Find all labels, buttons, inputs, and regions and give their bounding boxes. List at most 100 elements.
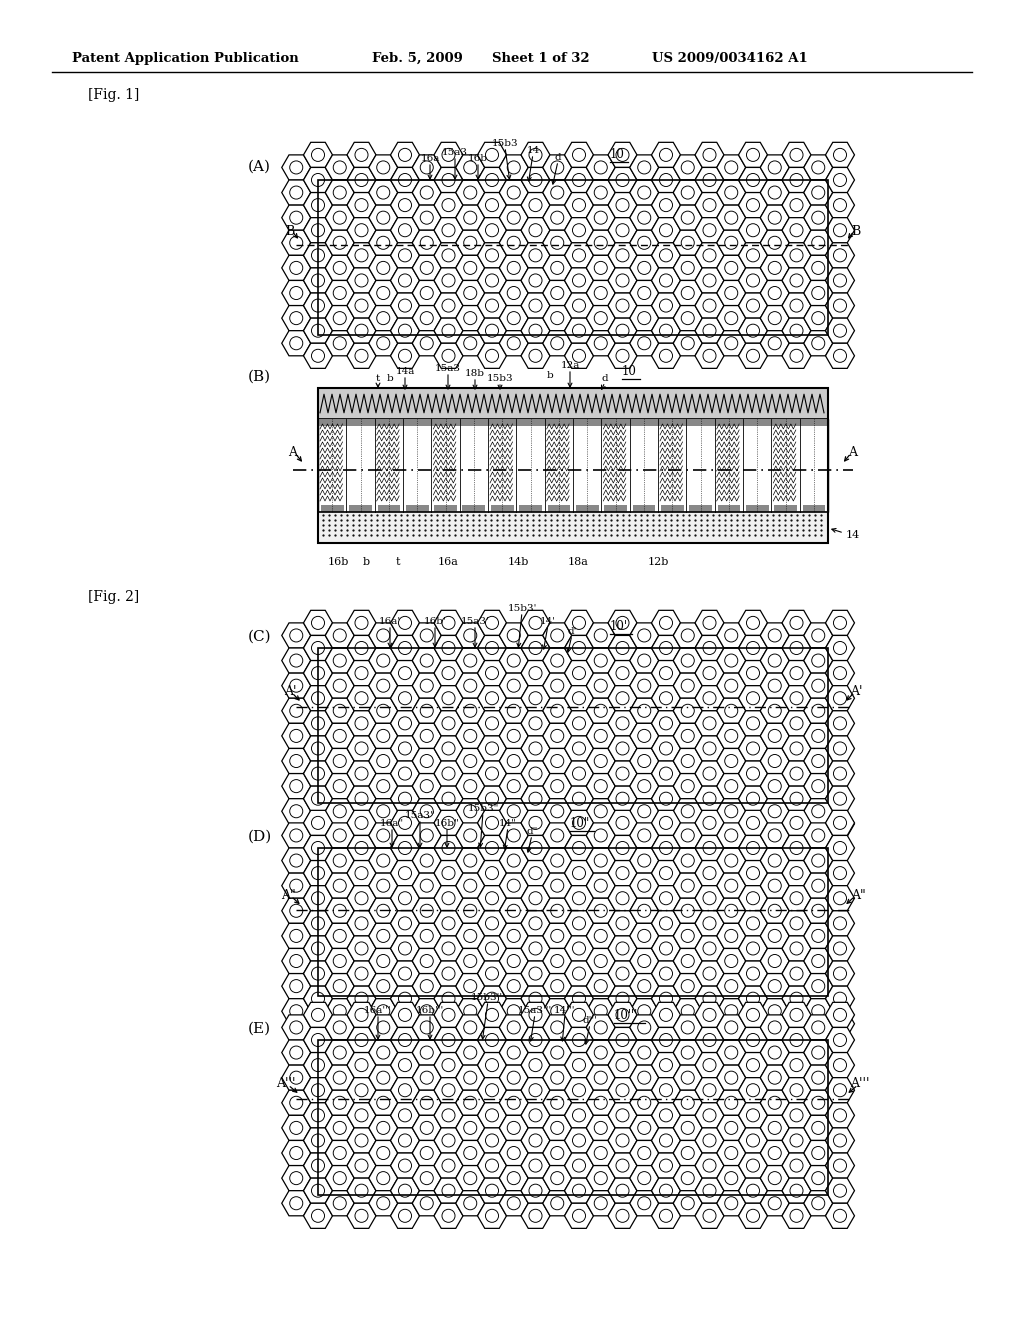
Polygon shape [543, 873, 571, 898]
Polygon shape [564, 343, 594, 368]
Polygon shape [390, 737, 420, 762]
Polygon shape [543, 1090, 571, 1115]
Polygon shape [760, 822, 790, 847]
Polygon shape [695, 193, 724, 218]
Polygon shape [413, 1191, 441, 1216]
Polygon shape [543, 255, 571, 280]
Polygon shape [477, 710, 507, 737]
Polygon shape [521, 710, 550, 737]
Polygon shape [564, 218, 594, 243]
Polygon shape [521, 836, 550, 861]
Polygon shape [673, 230, 702, 255]
Polygon shape [543, 698, 571, 723]
Polygon shape [825, 986, 854, 1011]
Polygon shape [630, 898, 658, 924]
Polygon shape [413, 1065, 441, 1090]
Polygon shape [413, 774, 441, 799]
Polygon shape [630, 305, 658, 331]
Polygon shape [825, 635, 854, 660]
Polygon shape [760, 1191, 790, 1216]
Text: 16b": 16b" [434, 818, 460, 828]
Polygon shape [413, 205, 441, 230]
Polygon shape [434, 911, 463, 936]
Polygon shape [804, 1065, 833, 1090]
Polygon shape [543, 623, 571, 648]
Polygon shape [760, 748, 790, 774]
Polygon shape [282, 924, 310, 949]
Polygon shape [760, 898, 790, 924]
Polygon shape [695, 737, 724, 762]
Polygon shape [825, 318, 854, 343]
Polygon shape [477, 660, 507, 685]
Polygon shape [564, 293, 594, 318]
Polygon shape [717, 623, 745, 648]
Polygon shape [477, 762, 507, 787]
Polygon shape [347, 293, 376, 318]
Polygon shape [521, 1002, 550, 1027]
Polygon shape [500, 180, 528, 205]
Polygon shape [695, 911, 724, 936]
Polygon shape [825, 168, 854, 193]
Polygon shape [456, 205, 484, 230]
Polygon shape [390, 660, 420, 685]
Polygon shape [500, 1166, 528, 1191]
Polygon shape [347, 193, 376, 218]
Polygon shape [804, 623, 833, 648]
Text: 14b: 14b [507, 557, 528, 568]
Polygon shape [564, 1027, 594, 1052]
Polygon shape [738, 1204, 768, 1229]
Text: B: B [851, 224, 860, 238]
Polygon shape [369, 154, 397, 180]
Polygon shape [543, 974, 571, 999]
Polygon shape [282, 873, 310, 898]
Polygon shape [825, 836, 854, 861]
Polygon shape [651, 762, 681, 787]
Bar [519, 504, 542, 512]
Polygon shape [303, 1152, 333, 1179]
Polygon shape [825, 1102, 854, 1127]
Polygon shape [738, 836, 768, 861]
Polygon shape [369, 280, 397, 305]
Polygon shape [282, 799, 310, 824]
Polygon shape [564, 787, 594, 812]
Polygon shape [564, 243, 594, 268]
Polygon shape [738, 886, 768, 911]
Polygon shape [804, 999, 833, 1024]
Polygon shape [630, 230, 658, 255]
Polygon shape [760, 205, 790, 230]
Polygon shape [477, 986, 507, 1011]
Polygon shape [587, 847, 615, 873]
Polygon shape [695, 1077, 724, 1102]
Polygon shape [608, 1127, 637, 1152]
Polygon shape [347, 1077, 376, 1102]
Polygon shape [717, 1166, 745, 1191]
Polygon shape [738, 1152, 768, 1179]
Polygon shape [500, 1191, 528, 1216]
Polygon shape [282, 898, 310, 924]
Polygon shape [651, 635, 681, 660]
Polygon shape [608, 343, 637, 368]
Polygon shape [303, 787, 333, 812]
Polygon shape [434, 243, 463, 268]
Polygon shape [326, 698, 354, 723]
Polygon shape [564, 936, 594, 961]
Polygon shape [500, 698, 528, 723]
Polygon shape [587, 1040, 615, 1065]
Polygon shape [500, 1065, 528, 1090]
Polygon shape [804, 974, 833, 999]
Polygon shape [500, 748, 528, 774]
Polygon shape [587, 799, 615, 824]
Polygon shape [413, 154, 441, 180]
Polygon shape [303, 635, 333, 660]
Polygon shape [564, 193, 594, 218]
Text: 14: 14 [846, 531, 860, 540]
Polygon shape [673, 999, 702, 1024]
Polygon shape [673, 974, 702, 999]
Polygon shape [413, 847, 441, 873]
Polygon shape [282, 999, 310, 1024]
Polygon shape [543, 1140, 571, 1166]
Polygon shape [587, 898, 615, 924]
Polygon shape [564, 861, 594, 886]
Bar [321, 504, 343, 512]
Polygon shape [477, 293, 507, 318]
